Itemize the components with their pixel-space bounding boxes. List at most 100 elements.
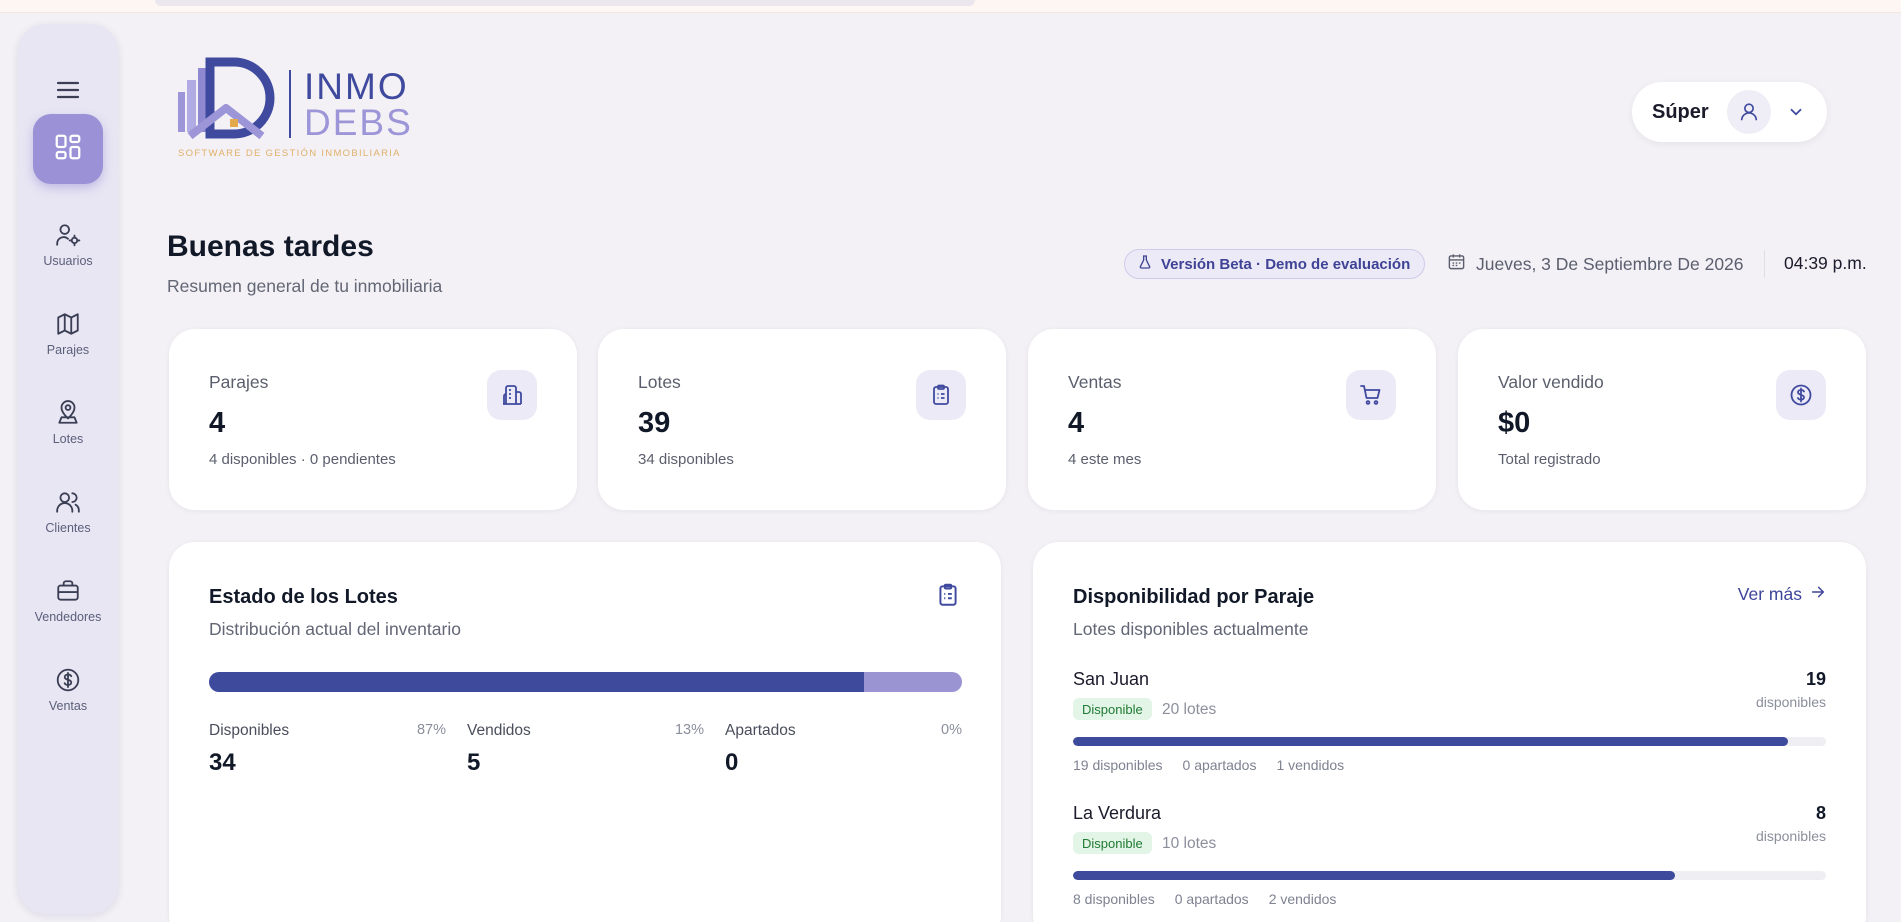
status-badge: Disponible: [1073, 832, 1152, 854]
hamburger-icon[interactable]: [54, 76, 82, 104]
stat-subtitle: 4 este mes: [1068, 451, 1142, 468]
current-date: Jueves, 3 De Septiembre De 2026: [1447, 252, 1744, 276]
arrow-right-icon: [1810, 584, 1826, 605]
legend-value: 34: [209, 749, 236, 776]
stat-card-parajes: Parajes 4 4 disponibles · 0 pendientes: [169, 329, 577, 510]
legend-value: 0: [725, 749, 739, 776]
sidebar-item-label: Parajes: [46, 343, 90, 357]
bar-segment-disponibles: [209, 672, 865, 692]
logo-primary-text: INMO: [304, 66, 409, 107]
logo: INMO DEBS SOFTWARE DE GESTIÓN INMOBILIAR…: [172, 56, 432, 166]
availability-track: [1073, 871, 1826, 880]
sidebar-item-parajes[interactable]: Parajes: [18, 303, 118, 373]
clipboard-icon: [935, 582, 961, 613]
paraje-item[interactable]: San Juan Disponible 20 lotes 19 disponib…: [1073, 669, 1826, 799]
user-name: Súper: [1652, 100, 1709, 123]
paraje-meta: 19 disponibles 0 apartados 1 vendidos: [1073, 757, 1344, 773]
meta-vendidos: 1 vendidos: [1276, 757, 1345, 773]
stat-title: Lotes: [638, 372, 681, 392]
availability-fill: [1073, 871, 1676, 880]
map-icon: [55, 311, 81, 337]
stat-title: Ventas: [1068, 372, 1122, 392]
clipboard-icon: [916, 370, 966, 420]
browser-top-strip: [0, 0, 1901, 13]
cart-icon: [1346, 370, 1396, 420]
meta-apartados: 0 apartados: [1182, 757, 1257, 773]
dollar-circle-icon: [1776, 370, 1826, 420]
stat-value: 4: [1068, 407, 1085, 439]
briefcase-icon: [55, 578, 81, 604]
page-title: Buenas tardes: [167, 230, 374, 263]
disponibilidad-card: Disponibilidad por Paraje Lotes disponib…: [1033, 542, 1866, 922]
stat-card-ventas: Ventas 4 4 este mes: [1028, 329, 1436, 510]
stat-subtitle: 4 disponibles · 0 pendientes: [209, 451, 396, 468]
status-badge: Disponible: [1073, 698, 1152, 720]
meta-apartados: 0 apartados: [1174, 891, 1249, 907]
ver-mas-label: Ver más: [1737, 584, 1802, 604]
paraje-available-count: 19: [1805, 669, 1826, 689]
paraje-available-count: 8: [1815, 803, 1826, 823]
user-icon: [1740, 103, 1757, 121]
logo-secondary-text: DEBS: [304, 102, 413, 143]
map-pin-icon: [55, 400, 81, 426]
dashboard-button[interactable]: [33, 114, 103, 184]
top-bar-decoration: [155, 0, 975, 6]
logo-tagline: SOFTWARE DE GESTIÓN INMOBILIARIA: [178, 148, 401, 159]
chevron-down-icon: [1787, 103, 1805, 121]
paraje-available-label: disponibles: [1755, 828, 1826, 844]
paraje-name: La Verdura: [1073, 803, 1162, 823]
date-text: Jueves, 3 De Septiembre De 2026: [1476, 253, 1744, 274]
beta-badge: Versión Beta · Demo de evaluación: [1124, 249, 1426, 279]
sidebar-item-lotes[interactable]: Lotes: [18, 392, 118, 462]
page-subtitle: Resumen general de tu inmobiliaria: [167, 276, 443, 296]
stat-title: Valor vendido: [1498, 372, 1604, 392]
stat-title: Parajes: [209, 372, 269, 392]
legend-label: Disponibles: [209, 722, 290, 739]
user-gear-icon: [55, 222, 81, 248]
building-icon: [487, 370, 537, 420]
legend-percent: 13%: [674, 722, 704, 738]
legend-value: 5: [467, 749, 481, 776]
card-subtitle: Distribución actual del inventario: [209, 619, 461, 639]
paraje-lotes: 20 lotes: [1162, 701, 1217, 718]
estado-lotes-card: Estado de los Lotes Distribución actual …: [169, 542, 1001, 922]
legend-label: Apartados: [725, 722, 796, 739]
divider: [1764, 250, 1765, 278]
sidebar-item-ventas[interactable]: Ventas: [18, 659, 118, 729]
paraje-item[interactable]: La Verdura Disponible 10 lotes 8 disponi…: [1073, 803, 1826, 922]
sidebar-item-clientes[interactable]: Clientes: [18, 481, 118, 551]
stat-subtitle: 34 disponibles: [638, 451, 734, 468]
meta-disponibles: 19 disponibles: [1073, 757, 1163, 773]
current-time: 04:39 p.m.: [1784, 253, 1867, 273]
sidebar-item-label: Usuarios: [43, 254, 93, 268]
meta-vendidos: 2 vendidos: [1268, 891, 1337, 907]
dashboard-icon: [53, 132, 83, 167]
flask-icon: [1137, 254, 1153, 274]
stat-card-lotes: Lotes 39 34 disponibles: [598, 329, 1006, 510]
beta-label: Versión Beta · Demo de evaluación: [1161, 255, 1411, 273]
paraje-meta: 8 disponibles 0 apartados 2 vendidos: [1073, 891, 1336, 907]
sidebar-item-label: Ventas: [48, 699, 88, 713]
sidebar-item-label: Vendedores: [34, 610, 102, 624]
stat-value: 4: [209, 407, 226, 439]
availability-fill: [1073, 737, 1789, 746]
users-icon: [55, 489, 81, 515]
meta-disponibles: 8 disponibles: [1073, 891, 1155, 907]
paraje-available-label: disponibles: [1755, 694, 1826, 710]
stat-card-valor-vendido: Valor vendido $0 Total registrado: [1458, 329, 1866, 510]
sidebar-item-label: Clientes: [45, 521, 91, 535]
card-subtitle: Lotes disponibles actualmente: [1073, 619, 1309, 639]
dollar-circle-icon: [55, 667, 81, 693]
avatar: [1726, 90, 1771, 134]
stat-value: 39: [638, 407, 671, 439]
user-menu-button[interactable]: Súper: [1632, 82, 1827, 142]
sidebar-item-usuarios[interactable]: Usuarios: [18, 214, 118, 284]
card-title: Disponibilidad por Paraje: [1073, 586, 1315, 608]
sidebar-item-vendedores[interactable]: Vendedores: [18, 570, 118, 640]
calendar-icon: [1447, 252, 1466, 276]
legend-percent: 87%: [416, 722, 446, 738]
ver-mas-link[interactable]: Ver más: [1738, 584, 1826, 605]
sidebar-item-label: Lotes: [52, 432, 84, 446]
sidebar: Usuarios Parajes Lotes Clientes: [18, 24, 118, 914]
stat-value: $0: [1498, 407, 1531, 439]
